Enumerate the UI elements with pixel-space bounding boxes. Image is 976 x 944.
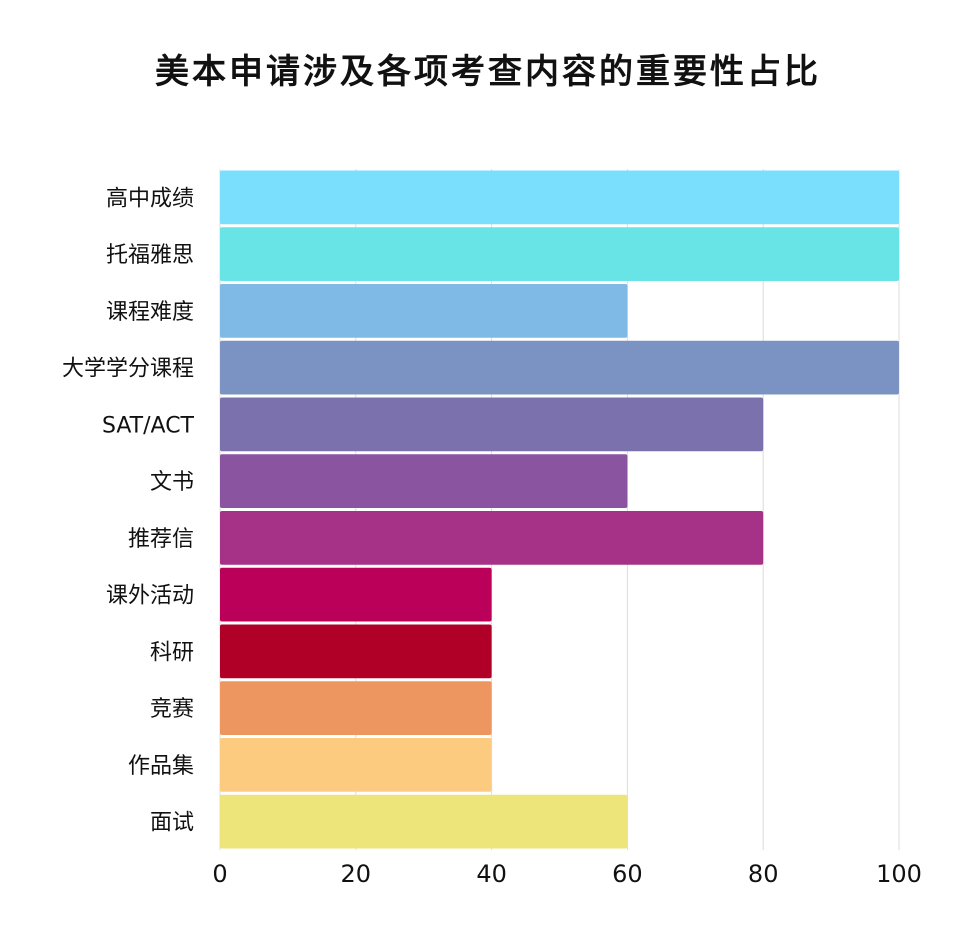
- category-label: SAT/ACT: [102, 413, 195, 438]
- bar-10: [220, 738, 492, 792]
- bar-3: [220, 340, 899, 395]
- category-label: 高中成绩: [106, 186, 194, 211]
- category-label: 面试: [150, 811, 194, 836]
- bar-11: [220, 794, 628, 849]
- category-label: 大学学分课程: [62, 357, 194, 382]
- chart-title: 美本申请涉及各项考查内容的重要性占比: [155, 52, 821, 92]
- category-label: 托福雅思: [106, 243, 194, 268]
- x-tick-label: 100: [876, 860, 922, 888]
- bars: [220, 170, 899, 849]
- bar-9: [220, 681, 492, 735]
- bar-4: [220, 397, 764, 452]
- bar-7: [220, 567, 492, 622]
- category-label: 推荐信: [128, 527, 194, 552]
- category-label: 文书: [150, 470, 194, 495]
- bar-5: [220, 454, 628, 508]
- x-tick-label: 20: [341, 860, 372, 888]
- x-axis-ticks: 0 20 40 60 80 100: [212, 860, 922, 888]
- bar-2: [220, 284, 628, 338]
- bar-1: [220, 227, 899, 281]
- bar-6: [220, 511, 764, 565]
- category-label: 竞赛: [150, 697, 194, 722]
- x-tick-label: 80: [748, 860, 779, 888]
- x-tick-label: 0: [212, 860, 227, 888]
- x-tick-label: 60: [612, 860, 643, 888]
- category-label: 科研: [150, 640, 194, 665]
- bar-8: [220, 624, 492, 679]
- bar-0: [220, 170, 899, 225]
- category-label: 作品集: [128, 754, 194, 779]
- x-tick-label: 40: [476, 860, 507, 888]
- grid-lines: [219, 169, 900, 850]
- category-label: 课程难度: [106, 300, 194, 325]
- category-label: 课外活动: [106, 584, 194, 609]
